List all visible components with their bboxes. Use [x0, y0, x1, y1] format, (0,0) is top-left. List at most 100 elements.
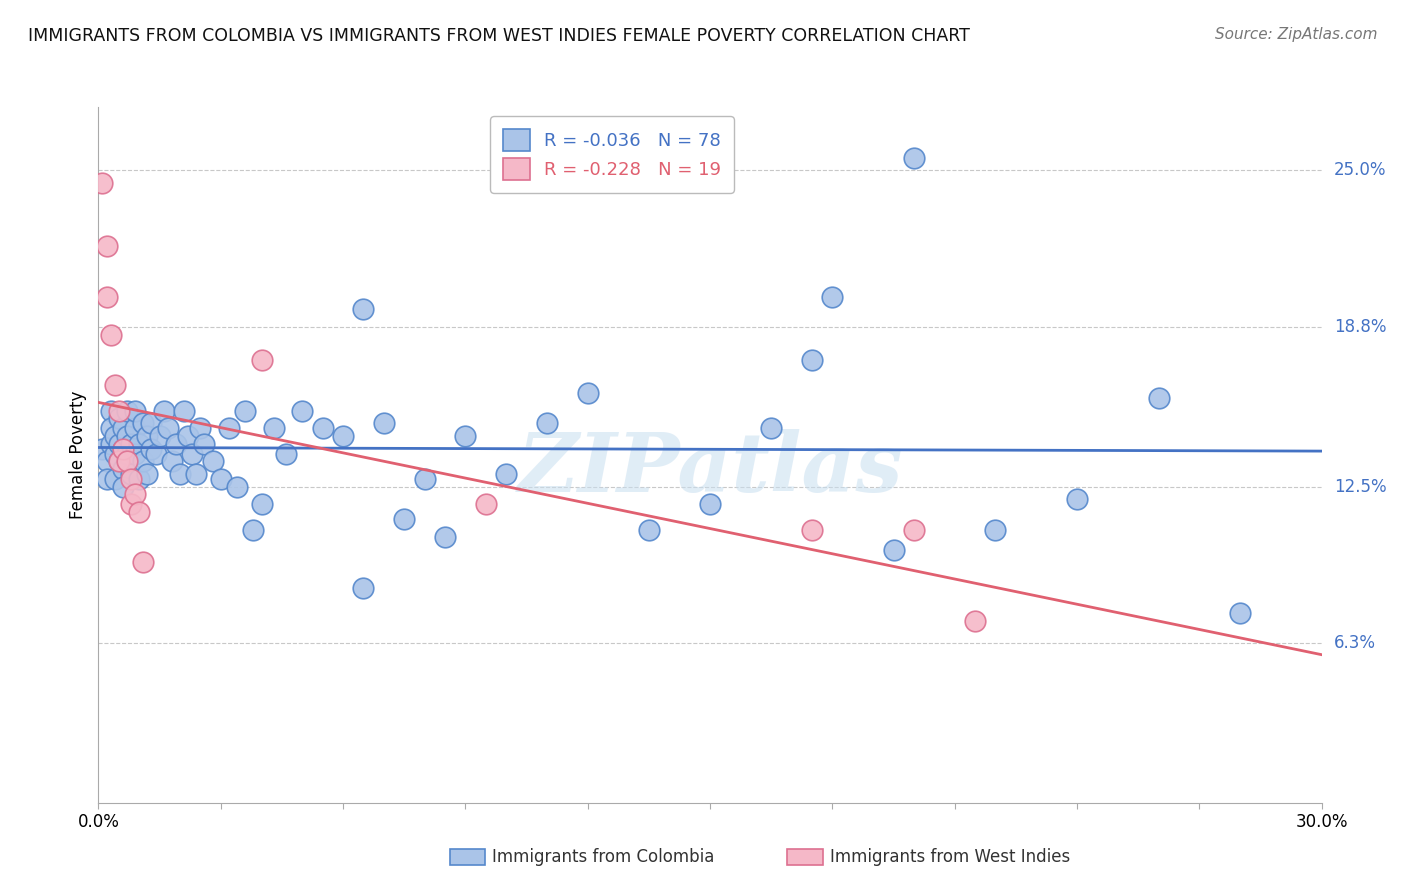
Point: [136, 429, 159, 443]
Point: [193, 436, 215, 450]
Point: [576, 386, 599, 401]
Point: [332, 429, 354, 443]
Point: [111, 442, 134, 456]
Point: [96, 239, 118, 253]
Point: [100, 403, 122, 417]
Point: [242, 523, 264, 537]
Point: [111, 462, 134, 476]
Point: [801, 353, 824, 368]
Point: [536, 417, 558, 431]
Point: [111, 421, 134, 435]
Point: [96, 290, 118, 304]
Point: [104, 447, 127, 461]
Point: [132, 454, 155, 468]
Point: [128, 505, 150, 519]
Point: [801, 523, 824, 537]
Point: [132, 417, 155, 431]
Point: [111, 442, 134, 456]
Point: [124, 403, 146, 417]
Point: [263, 421, 285, 435]
Point: [761, 421, 783, 435]
Point: [169, 467, 191, 481]
Point: [100, 327, 122, 342]
Text: 12.5%: 12.5%: [1334, 477, 1386, 496]
Point: [100, 421, 122, 435]
Text: Source: ZipAtlas.com: Source: ZipAtlas.com: [1215, 27, 1378, 42]
Text: Immigrants from West Indies: Immigrants from West Indies: [830, 848, 1070, 866]
Point: [100, 436, 122, 450]
Point: [141, 417, 163, 431]
Point: [373, 417, 395, 431]
Point: [434, 530, 457, 544]
Point: [883, 542, 905, 557]
Point: [145, 447, 167, 461]
Point: [250, 497, 273, 511]
Point: [120, 497, 142, 511]
Point: [115, 403, 138, 417]
Point: [312, 421, 335, 435]
Point: [173, 403, 195, 417]
Point: [124, 487, 146, 501]
Point: [160, 454, 183, 468]
Point: [186, 467, 208, 481]
Point: [984, 523, 1007, 537]
Point: [392, 512, 416, 526]
Point: [104, 378, 127, 392]
Point: [104, 472, 127, 486]
Point: [124, 421, 146, 435]
Point: [132, 556, 155, 570]
Point: [209, 472, 232, 486]
Point: [903, 151, 925, 165]
Point: [115, 454, 138, 468]
Point: [201, 454, 224, 468]
Text: 25.0%: 25.0%: [1334, 161, 1386, 179]
Text: Immigrants from Colombia: Immigrants from Colombia: [492, 848, 714, 866]
Point: [149, 429, 172, 443]
Point: [274, 447, 297, 461]
Point: [454, 429, 477, 443]
Point: [152, 403, 174, 417]
Text: IMMIGRANTS FROM COLOMBIA VS IMMIGRANTS FROM WEST INDIES FEMALE POVERTY CORRELATI: IMMIGRANTS FROM COLOMBIA VS IMMIGRANTS F…: [28, 27, 970, 45]
Point: [233, 403, 256, 417]
Point: [108, 454, 131, 468]
Point: [965, 614, 987, 628]
Point: [495, 467, 517, 481]
Point: [291, 403, 314, 417]
Point: [108, 454, 131, 468]
Point: [1229, 606, 1251, 620]
Text: 18.8%: 18.8%: [1334, 318, 1386, 336]
Point: [115, 447, 138, 461]
Point: [226, 479, 249, 493]
Point: [91, 442, 114, 456]
Point: [96, 472, 118, 486]
Point: [637, 523, 661, 537]
Point: [188, 421, 212, 435]
Point: [1066, 492, 1088, 507]
Point: [474, 497, 498, 511]
Point: [250, 353, 273, 368]
Y-axis label: Female Poverty: Female Poverty: [69, 391, 87, 519]
Point: [352, 302, 374, 317]
Point: [181, 447, 204, 461]
Point: [1147, 391, 1170, 405]
Point: [903, 523, 925, 537]
Point: [136, 467, 159, 481]
Point: [128, 472, 150, 486]
Point: [177, 429, 200, 443]
Point: [120, 472, 142, 486]
Point: [120, 467, 142, 481]
Point: [141, 442, 163, 456]
Point: [821, 290, 844, 304]
Point: [104, 429, 127, 443]
Text: ZIPatlas: ZIPatlas: [517, 429, 903, 508]
Point: [128, 436, 150, 450]
Text: 6.3%: 6.3%: [1334, 634, 1376, 652]
Legend: R = -0.036   N = 78, R = -0.228   N = 19: R = -0.036 N = 78, R = -0.228 N = 19: [491, 116, 734, 193]
Point: [91, 176, 114, 190]
Point: [165, 436, 187, 450]
Point: [156, 421, 179, 435]
Point: [108, 411, 131, 425]
Point: [699, 497, 721, 511]
Point: [111, 479, 134, 493]
Point: [108, 403, 131, 417]
